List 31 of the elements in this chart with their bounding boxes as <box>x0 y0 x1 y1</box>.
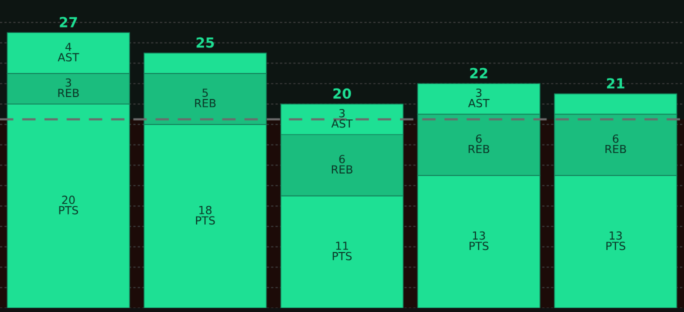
data-label: 6 <box>612 134 618 143</box>
total-label: 21 <box>607 78 624 88</box>
text: PTS <box>606 242 626 250</box>
data-label: 11 <box>336 242 348 250</box>
series-label: PTS <box>332 252 352 260</box>
data-label: 13 <box>472 231 485 240</box>
text: REB <box>195 99 216 108</box>
data-label: 3 <box>66 78 72 87</box>
data-label: 3 <box>339 108 345 118</box>
text: PTS <box>196 216 215 225</box>
series-label: AST <box>331 119 353 128</box>
text: REB <box>468 144 490 154</box>
text: AST <box>58 53 80 62</box>
total-label: 27 <box>60 16 77 28</box>
text: PTS <box>470 242 488 250</box>
data-label: 18 <box>199 206 212 214</box>
total-label: 20 <box>333 88 351 99</box>
data-label: 6 <box>476 134 482 143</box>
text: PTS <box>59 206 78 214</box>
series-label: REB <box>58 88 79 97</box>
text: AST <box>468 98 490 108</box>
data-label: 6 <box>339 154 345 164</box>
text: REB <box>606 144 626 154</box>
data-label: 3 <box>476 88 482 97</box>
data-label: 20 <box>62 196 75 204</box>
data-label: 5 <box>202 88 208 97</box>
text: REB <box>332 165 352 174</box>
data-label: 4 <box>65 42 72 51</box>
total-label: 25 <box>196 37 214 48</box>
data-label: 13 <box>610 231 622 240</box>
total-label: 22 <box>470 68 488 78</box>
